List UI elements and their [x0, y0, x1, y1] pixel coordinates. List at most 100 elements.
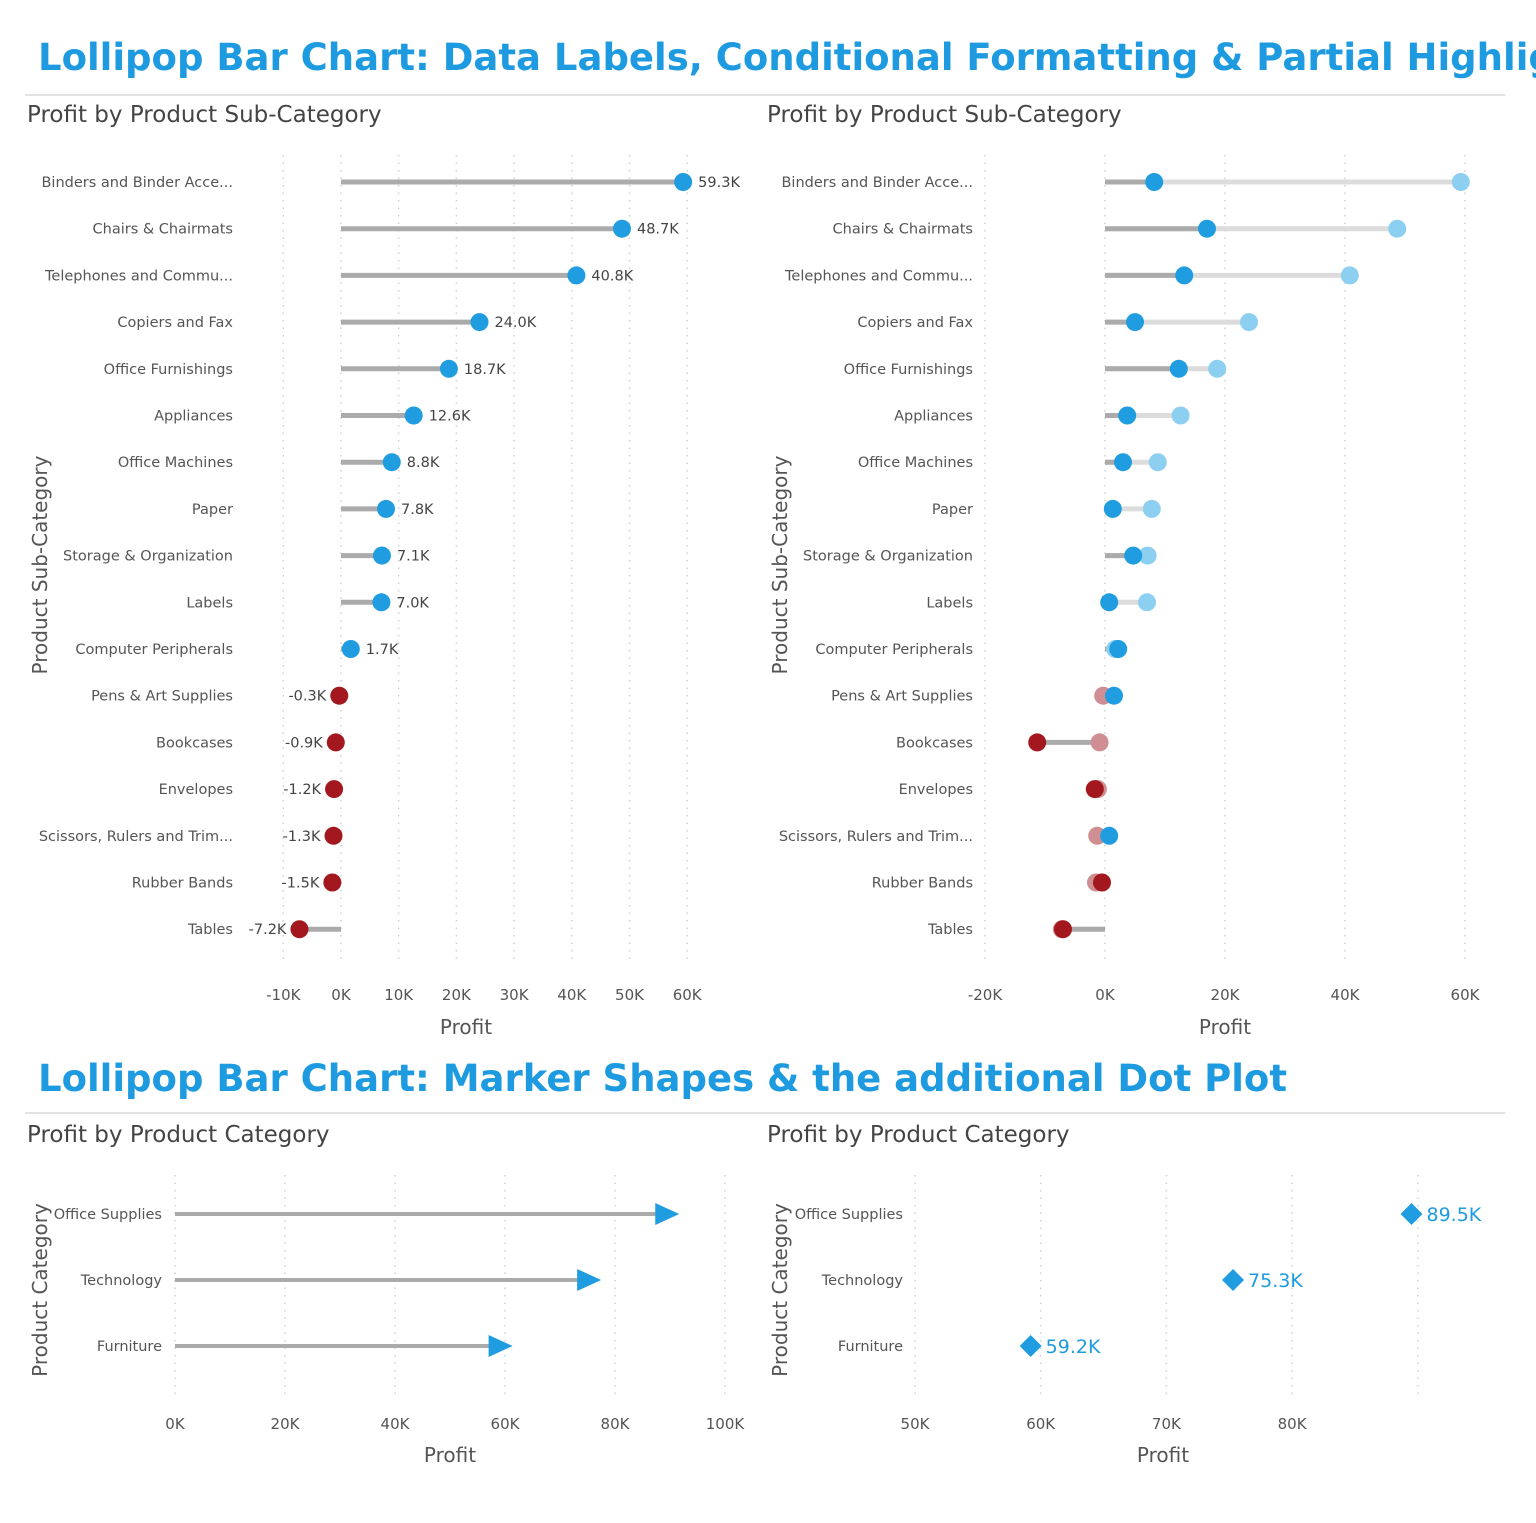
lollipop-marker-faded: [1142, 499, 1161, 518]
category-label: Technology: [80, 1273, 163, 1289]
lollipop-marker-highlighted: [1028, 733, 1047, 752]
data-label: -1.2K: [283, 782, 321, 798]
category-label: Appliances: [894, 409, 973, 425]
data-label: -1.3K: [283, 829, 321, 845]
category-label: Paper: [192, 502, 233, 518]
data-label: 1.7K: [366, 642, 399, 658]
lollipop-marker-highlighted: [1118, 406, 1137, 425]
x-tick-label: -20K: [968, 986, 1003, 1004]
x-tick-label: 40K: [381, 1415, 411, 1433]
lollipop-marker-faded: [1148, 453, 1167, 472]
diamond-marker: [1400, 1203, 1423, 1225]
lollipop-marker: [372, 546, 391, 565]
lollipop-marker: [341, 640, 360, 658]
x-tick-label: 50K: [901, 1415, 931, 1433]
lollipop-marker-highlighted: [1093, 873, 1111, 892]
data-label: 12.6K: [429, 409, 471, 425]
category-label: Pens & Art Supplies: [831, 689, 973, 705]
x-tick-label: 80K: [1278, 1415, 1308, 1433]
lollipop-marker-faded: [1451, 173, 1470, 191]
category-label: Office Machines: [858, 455, 973, 471]
category-label: Furniture: [838, 1339, 903, 1355]
category-label: Copiers and Fax: [117, 315, 233, 331]
category-label: Binders and Binder Acce...: [41, 175, 233, 191]
lollipop-marker-highlighted: [1145, 173, 1164, 191]
lollipop-marker-faded: [1208, 359, 1227, 378]
data-label: 18.7K: [464, 362, 506, 378]
lollipop-marker: [377, 499, 396, 518]
lollipop-marker: [674, 173, 693, 191]
lollipop-marker-highlighted: [1100, 593, 1119, 612]
data-label: 59.3K: [698, 175, 740, 191]
data-label: -0.9K: [285, 735, 323, 751]
category-label: Office Supplies: [54, 1207, 162, 1223]
category-label: Storage & Organization: [63, 549, 233, 565]
category-label: Chairs & Chairmats: [833, 222, 973, 238]
lollipop-marker-faded: [1388, 219, 1407, 238]
data-label: -7.2K: [249, 922, 287, 938]
x-axis-title: Profit: [424, 1443, 476, 1467]
x-tick-label: 20K: [1211, 986, 1241, 1004]
data-label: 7.0K: [396, 595, 429, 611]
category-label: Scissors, Rulers and Trim...: [779, 829, 973, 845]
arrow-marker: [488, 1335, 513, 1357]
category-label: Bookcases: [156, 735, 233, 751]
category-label: Appliances: [154, 409, 233, 425]
x-tick-label: 30K: [500, 986, 530, 1004]
lollipop-marker-faded: [1138, 593, 1156, 612]
lollipop-marker-highlighted: [1114, 453, 1132, 472]
x-tick-label: 60K: [491, 1415, 521, 1433]
lollipop-marker: [470, 313, 489, 332]
lollipop-marker-faded: [1138, 546, 1157, 565]
section-header-1: Lollipop Bar Chart: Data Labels, Conditi…: [38, 36, 1536, 79]
arrow-marker: [577, 1269, 602, 1291]
category-label: Envelopes: [159, 782, 233, 798]
lollipop-marker-faded: [1090, 733, 1109, 752]
category-label: Tables: [927, 922, 973, 938]
x-tick-label: 0K: [331, 986, 352, 1004]
category-label: Storage & Organization: [803, 549, 973, 565]
lollipop-marker-highlighted: [1169, 359, 1188, 378]
lollipop-marker-highlighted: [1126, 313, 1144, 332]
lollipop-marker: [404, 406, 423, 425]
category-label: Rubber Bands: [872, 876, 973, 892]
category-label: Bookcases: [896, 735, 973, 751]
data-label: 75.3K: [1248, 1270, 1303, 1292]
lollipop-marker: [330, 686, 349, 705]
lollipop-marker-highlighted: [1103, 499, 1122, 518]
x-tick-label: 10K: [384, 986, 414, 1004]
data-label: -0.3K: [288, 689, 326, 705]
category-label: Binders and Binder Acce...: [781, 175, 973, 191]
arrow-marker: [655, 1203, 680, 1225]
category-label: Chairs & Chairmats: [93, 222, 233, 238]
data-label: 59.2K: [1046, 1336, 1101, 1358]
lollipop-marker: [325, 780, 344, 799]
x-axis-title: Profit: [1199, 1015, 1251, 1039]
lollipop-marker: [567, 266, 586, 285]
category-label: Scissors, Rulers and Trim...: [39, 829, 233, 845]
category-label: Pens & Art Supplies: [91, 689, 233, 705]
lollipop-marker: [290, 920, 309, 939]
category-label: Labels: [186, 595, 233, 611]
category-label: Computer Peripherals: [815, 642, 973, 658]
lollipop-marker: [372, 593, 391, 612]
x-tick-label: 80K: [601, 1415, 631, 1433]
chart-title: Profit by Product Sub-Category: [27, 102, 382, 128]
lollipop-marker-faded: [1340, 266, 1359, 285]
x-tick-label: 40K: [1331, 986, 1361, 1004]
x-tick-label: 0K: [1095, 986, 1116, 1004]
lollipop-marker-faded: [1171, 406, 1190, 425]
category-label: Office Supplies: [795, 1207, 903, 1223]
x-tick-label: 60K: [1451, 986, 1481, 1004]
x-tick-label: 60K: [1026, 1415, 1056, 1433]
chart-title: Profit by Product Sub-Category: [767, 102, 1122, 128]
y-axis-title: Product Category: [768, 1203, 792, 1377]
category-label: Paper: [932, 502, 973, 518]
chart-1: Profit by Product Sub-Category -10K 0K 10K 2…: [27, 102, 740, 1039]
data-label: -1.5K: [282, 876, 320, 892]
lollipop-marker: [323, 873, 342, 892]
category-label: Labels: [926, 595, 973, 611]
lollipop-marker-highlighted: [1105, 686, 1123, 705]
category-label: Telephones and Commu...: [784, 268, 973, 284]
